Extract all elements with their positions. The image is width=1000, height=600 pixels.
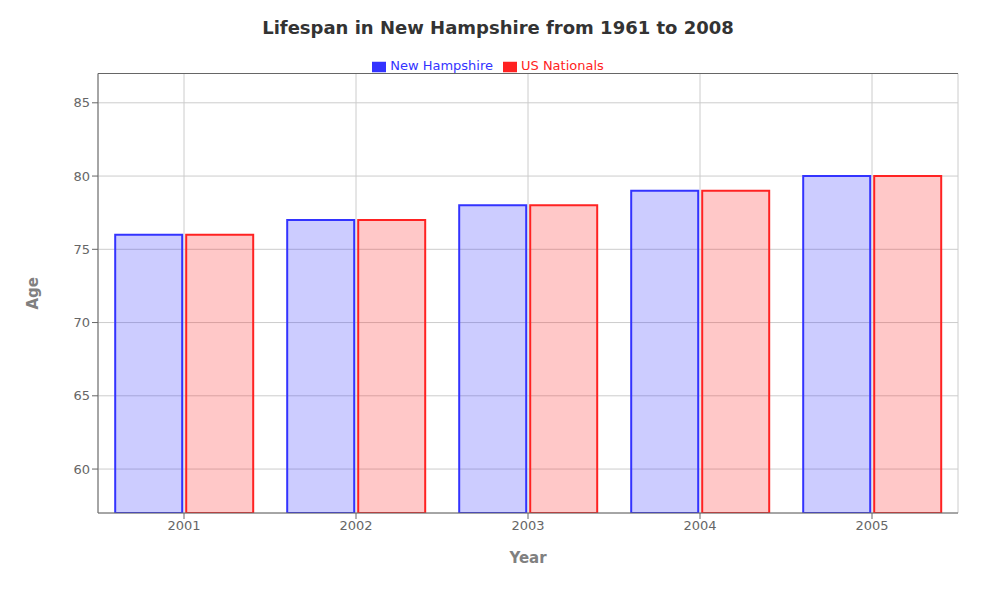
svg-text:85: 85 [73,95,90,110]
svg-text:60: 60 [73,462,90,477]
svg-text:75: 75 [73,242,90,257]
html-text:New Hampshire: New Hampshire [390,58,493,73]
html-text:US Nationals: US Nationals [521,58,604,73]
svg-text:2004: 2004 [683,518,716,533]
html-text:Lifespan in New Hampshire from: Lifespan in New Hampshire from 1961 to 2… [262,17,734,38]
svg-text:80: 80 [73,169,90,184]
svg-text:2003: 2003 [511,518,544,533]
svg-text:2005: 2005 [855,518,888,533]
svg-text:70: 70 [73,315,90,330]
svg-text:2001: 2001 [167,518,200,533]
svg-text:Age: Age [24,277,42,310]
svg-text:2002: 2002 [339,518,372,533]
svg-text:65: 65 [73,388,90,403]
svg-text:Year: Year [508,549,547,567]
